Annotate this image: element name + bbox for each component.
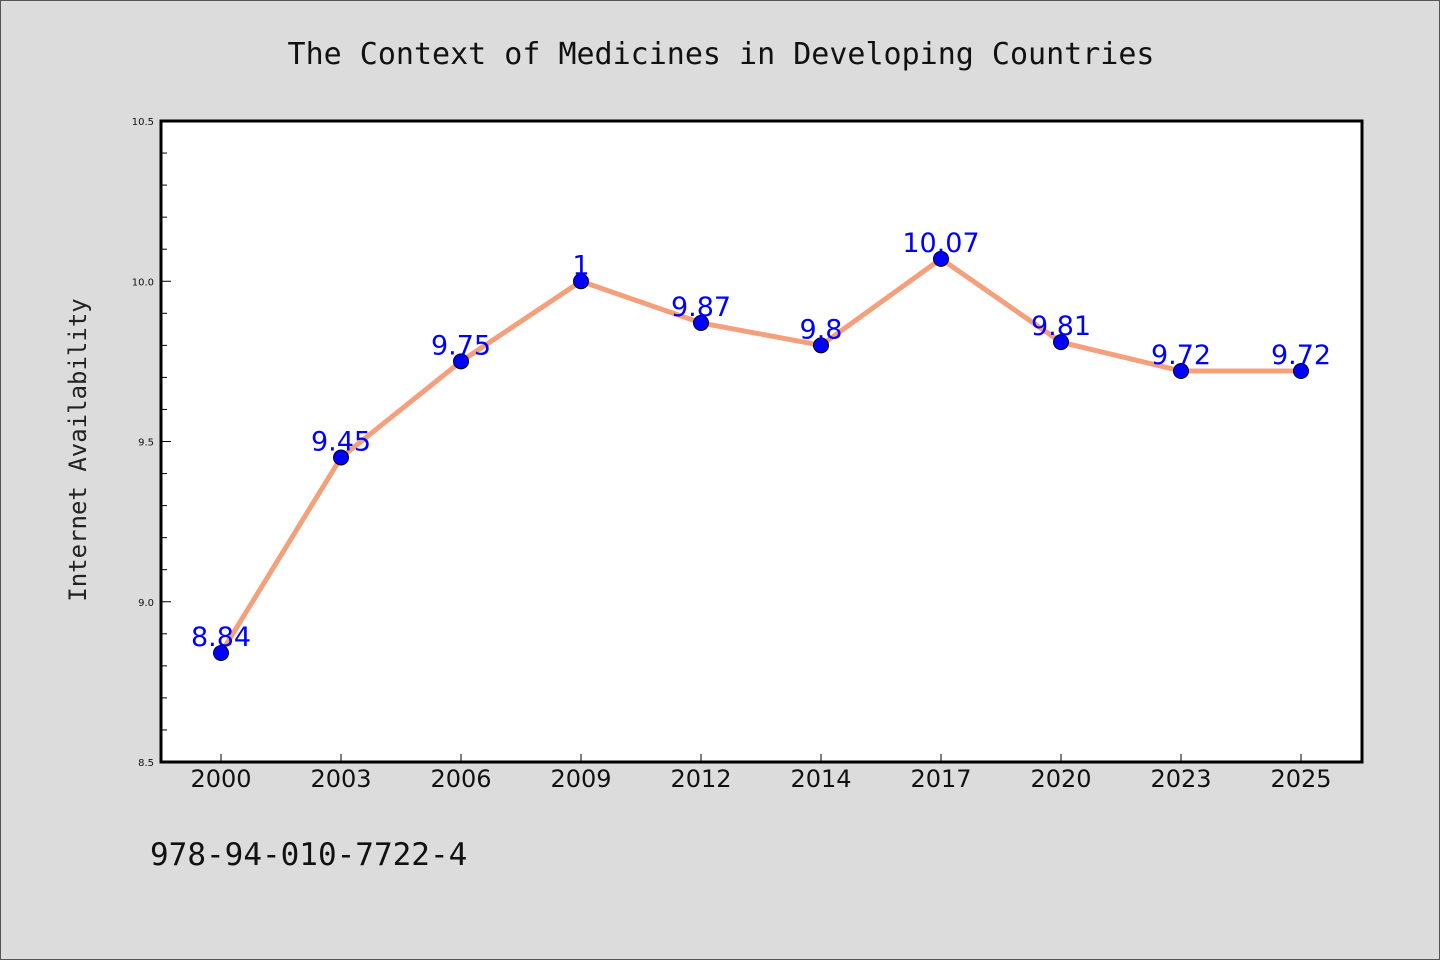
data-label: 9.81 bbox=[1031, 311, 1091, 342]
x-tick-label: 2014 bbox=[790, 765, 851, 793]
data-point bbox=[573, 273, 589, 290]
x-tick-label: 2009 bbox=[550, 765, 611, 793]
y-tick-label: 8.5 bbox=[138, 758, 154, 769]
x-tick-label: 2003 bbox=[310, 765, 371, 793]
x-axis: 2000 2003 2006 2009 2012 2014 2017 2020 2023 2025 bbox=[190, 754, 1332, 793]
data-label: 9.72 bbox=[1271, 340, 1331, 371]
y-tick-label: 10.0 bbox=[132, 277, 154, 288]
series-line-group bbox=[213, 250, 1309, 662]
data-point bbox=[333, 449, 349, 466]
data-point bbox=[693, 314, 709, 331]
data-point bbox=[1053, 334, 1069, 351]
data-label: 9.72 bbox=[1151, 340, 1211, 371]
y-axis-label: Internet Availability bbox=[64, 298, 92, 601]
data-labels-group: 8.84 9.45 9.75 1 9.87 9.8 10.07 9.81 9.72 9.72 bbox=[191, 228, 1331, 653]
data-point bbox=[813, 337, 829, 354]
data-label: 1 bbox=[572, 250, 589, 281]
data-label: 9.87 bbox=[671, 292, 731, 323]
x-tick-label: 2020 bbox=[1030, 765, 1091, 793]
data-point bbox=[1173, 362, 1189, 379]
data-point bbox=[933, 250, 949, 267]
y-tick-label: 9.5 bbox=[138, 438, 154, 449]
data-point bbox=[453, 353, 469, 370]
data-label: 9.45 bbox=[311, 427, 371, 458]
chart-title: The Context of Medicines in Developing C… bbox=[288, 37, 1155, 72]
x-tick-label: 2017 bbox=[910, 765, 971, 793]
x-tick-label: 2025 bbox=[1270, 765, 1331, 793]
data-point bbox=[1293, 362, 1309, 379]
series-line bbox=[218, 256, 1304, 656]
data-label: 8.84 bbox=[191, 622, 251, 653]
y-tick-label: 9.0 bbox=[138, 598, 154, 609]
data-label: 9.75 bbox=[431, 330, 491, 361]
y-axis: 8.5 9.0 9.5 10.0 10.5 bbox=[132, 117, 171, 769]
x-tick-label: 2023 bbox=[1150, 765, 1211, 793]
x-tick-label: 2006 bbox=[430, 765, 491, 793]
x-tick-label: 2000 bbox=[190, 765, 251, 793]
data-label: 9.8 bbox=[800, 314, 843, 345]
isbn-text: 978-94-010-7722-4 bbox=[150, 837, 467, 873]
x-tick-label: 2012 bbox=[670, 765, 731, 793]
data-label: 10.07 bbox=[902, 228, 979, 259]
data-point bbox=[213, 645, 229, 662]
y-tick-label: 10.5 bbox=[132, 117, 154, 128]
